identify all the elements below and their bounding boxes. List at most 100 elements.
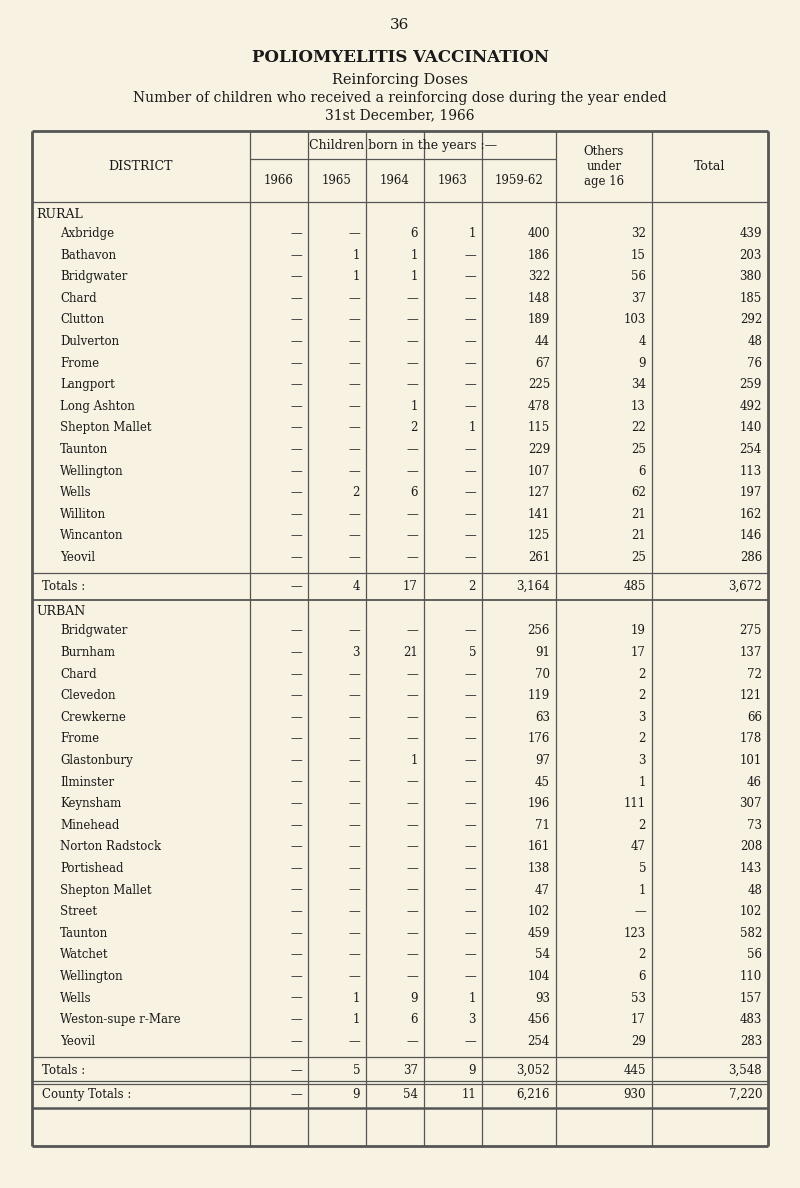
Text: Children born in the years :—: Children born in the years :—	[309, 139, 497, 152]
Text: 140: 140	[740, 422, 762, 435]
Text: —: —	[290, 689, 302, 702]
Text: —: —	[348, 507, 360, 520]
Text: —: —	[348, 422, 360, 435]
Text: 1: 1	[638, 884, 646, 897]
Text: 6: 6	[410, 227, 418, 240]
Text: —: —	[406, 465, 418, 478]
Text: 3: 3	[469, 1013, 476, 1026]
Text: —: —	[290, 948, 302, 961]
Text: 121: 121	[740, 689, 762, 702]
Text: 67: 67	[535, 356, 550, 369]
Text: —: —	[464, 248, 476, 261]
Text: —: —	[464, 356, 476, 369]
Text: URBAN: URBAN	[36, 605, 86, 618]
Text: Frome: Frome	[60, 356, 99, 369]
Text: Minehead: Minehead	[60, 819, 119, 832]
Text: 2: 2	[638, 819, 646, 832]
Text: DISTRICT: DISTRICT	[109, 160, 174, 173]
Text: —: —	[348, 710, 360, 723]
Text: —: —	[464, 840, 476, 853]
Text: 21: 21	[631, 507, 646, 520]
Text: —: —	[348, 378, 360, 391]
Text: —: —	[464, 625, 476, 638]
Text: —: —	[464, 884, 476, 897]
Text: 76: 76	[747, 356, 762, 369]
Text: 56: 56	[747, 948, 762, 961]
Text: —: —	[348, 884, 360, 897]
Text: 485: 485	[624, 580, 646, 593]
Text: —: —	[406, 551, 418, 564]
Text: 113: 113	[740, 465, 762, 478]
Text: 3,548: 3,548	[728, 1064, 762, 1076]
Text: 45: 45	[535, 776, 550, 789]
Text: 322: 322	[528, 271, 550, 283]
Text: 2: 2	[469, 580, 476, 593]
Text: —: —	[348, 530, 360, 543]
Text: Dulverton: Dulverton	[60, 335, 119, 348]
Text: 47: 47	[631, 840, 646, 853]
Text: 456: 456	[527, 1013, 550, 1026]
Text: Long Ashton: Long Ashton	[60, 400, 135, 413]
Text: 146: 146	[740, 530, 762, 543]
Text: 143: 143	[740, 862, 762, 876]
Text: 44: 44	[535, 335, 550, 348]
Text: —: —	[406, 443, 418, 456]
Text: Bathavon: Bathavon	[60, 248, 116, 261]
Text: 4: 4	[638, 335, 646, 348]
Text: —: —	[348, 465, 360, 478]
Text: —: —	[406, 840, 418, 853]
Text: —: —	[348, 927, 360, 940]
Text: —: —	[290, 776, 302, 789]
Text: —: —	[348, 400, 360, 413]
Text: 286: 286	[740, 551, 762, 564]
Text: 91: 91	[535, 646, 550, 659]
Text: Clevedon: Clevedon	[60, 689, 115, 702]
Text: 196: 196	[528, 797, 550, 810]
Text: 1965: 1965	[322, 175, 352, 188]
Text: —: —	[290, 271, 302, 283]
Text: 31st December, 1966: 31st December, 1966	[326, 108, 474, 122]
Text: —: —	[348, 862, 360, 876]
Text: —: —	[464, 271, 476, 283]
Text: 6,216: 6,216	[517, 1088, 550, 1100]
Text: —: —	[464, 710, 476, 723]
Text: —: —	[290, 905, 302, 918]
Text: 3: 3	[638, 710, 646, 723]
Text: 37: 37	[631, 292, 646, 305]
Text: 107: 107	[528, 465, 550, 478]
Text: 25: 25	[631, 551, 646, 564]
Text: 141: 141	[528, 507, 550, 520]
Text: Yeovil: Yeovil	[60, 1035, 95, 1048]
Text: —: —	[464, 797, 476, 810]
Text: 1: 1	[353, 271, 360, 283]
Text: Ilminster: Ilminster	[60, 776, 114, 789]
Text: —: —	[464, 819, 476, 832]
Text: 137: 137	[740, 646, 762, 659]
Text: 2: 2	[638, 733, 646, 745]
Text: Wellington: Wellington	[60, 969, 124, 982]
Text: Bridgwater: Bridgwater	[60, 271, 127, 283]
Text: —: —	[348, 840, 360, 853]
Text: —: —	[464, 551, 476, 564]
Text: Chard: Chard	[60, 292, 97, 305]
Text: —: —	[406, 378, 418, 391]
Text: —: —	[406, 625, 418, 638]
Text: —: —	[406, 927, 418, 940]
Text: RURAL: RURAL	[36, 208, 82, 221]
Text: POLIOMYELITIS VACCINATION: POLIOMYELITIS VACCINATION	[251, 50, 549, 67]
Text: 62: 62	[631, 486, 646, 499]
Text: —: —	[290, 443, 302, 456]
Text: —: —	[464, 1035, 476, 1048]
Text: 1: 1	[469, 992, 476, 1005]
Text: —: —	[290, 992, 302, 1005]
Text: —: —	[406, 884, 418, 897]
Text: —: —	[290, 969, 302, 982]
Text: —: —	[290, 754, 302, 767]
Text: 37: 37	[403, 1064, 418, 1076]
Text: —: —	[464, 443, 476, 456]
Text: Watchet: Watchet	[60, 948, 109, 961]
Text: 2: 2	[638, 668, 646, 681]
Text: Number of children who received a reinforcing dose during the year ended: Number of children who received a reinfo…	[133, 91, 667, 105]
Text: —: —	[290, 227, 302, 240]
Text: —: —	[464, 905, 476, 918]
